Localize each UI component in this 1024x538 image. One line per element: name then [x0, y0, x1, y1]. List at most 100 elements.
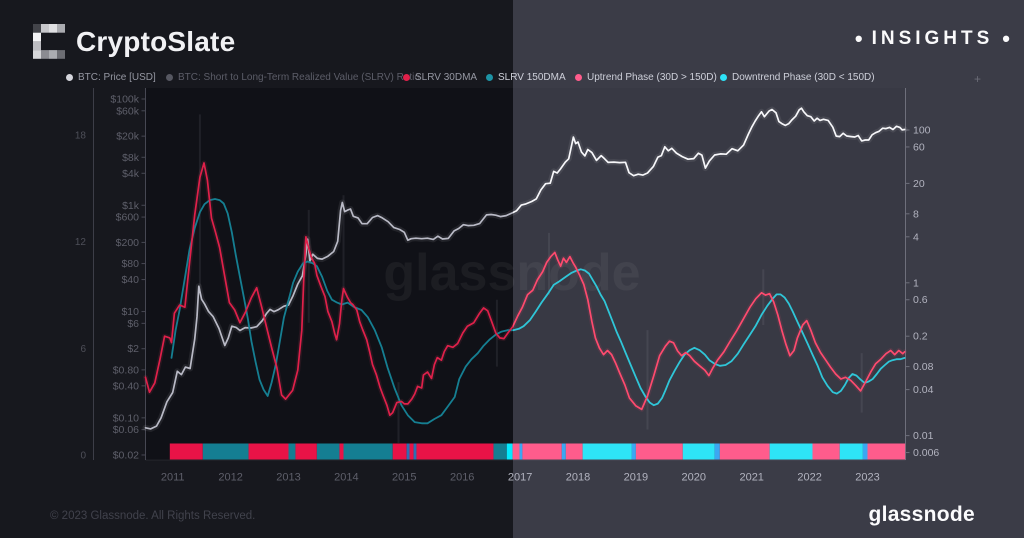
year-tick-label: 2021: [739, 472, 763, 484]
price-axis-tick-label: $80: [121, 258, 139, 270]
price-axis-tick-label: $8k: [122, 152, 140, 164]
phase-band-segment-pink: [565, 443, 583, 460]
price-axis-tick-label: $0.80: [113, 364, 139, 376]
ratio-axis-tick-label: 0.006: [913, 447, 939, 459]
outer-axis-tick-label: 18: [75, 130, 87, 141]
legend-item-btc-short-to-long-term-realized-value-slrv-ratio[interactable]: BTC: Short to Long-Term Realized Value (…: [166, 72, 420, 83]
legend-item-btc-price-usd[interactable]: BTC: Price [USD]: [66, 72, 156, 83]
price-axis-tick-label: $0.06: [113, 424, 139, 436]
phase-band-segment-red: [416, 443, 494, 460]
phase-band-segment-red: [169, 443, 203, 460]
price-axis-tick-label: $1k: [122, 200, 140, 212]
ratio-axis-tick-label: 1: [913, 277, 919, 289]
plot-area-left: [145, 88, 513, 460]
legend-dot: [575, 74, 582, 81]
price-axis-tick-label: $20k: [116, 131, 140, 143]
price-axis-tick-label: $6: [127, 318, 139, 330]
phase-band-segment-red: [392, 443, 407, 460]
legend-item-more[interactable]: +: [974, 72, 981, 86]
legend-item-slrv-30dma[interactable]: SLRV 30DMA: [403, 72, 477, 83]
phase-band-segment-cyan: [582, 443, 632, 460]
slrv-150dma-line: [170, 198, 906, 425]
ratio-axis-tick-label: 0.01: [913, 430, 934, 442]
ratio-axis-tick-label: 8: [913, 208, 919, 220]
year-tick-label: 2017: [508, 472, 532, 484]
legend-item-slrv-150dma[interactable]: SLRV 150DMA: [486, 72, 566, 83]
legend-item-label: Downtrend Phase (30D < 150D): [732, 72, 875, 83]
phase-band-segment-cyan_bright: [506, 443, 513, 460]
year-tick-label: 2014: [334, 472, 358, 484]
year-tick-label: 2020: [682, 472, 706, 484]
legend-item-label: BTC: Price [USD]: [78, 72, 156, 83]
legend-item-label: SLRV 150DMA: [498, 72, 566, 83]
ratio-axis-tick-label: 0.2: [913, 331, 928, 343]
legend-dot: [66, 74, 73, 81]
outer-axis-tick-label: 12: [75, 237, 87, 248]
price-axis-tick-label: $0.40: [113, 380, 139, 392]
price-axis-tick-label: $4k: [122, 168, 140, 180]
outer-axis-tick-label: 6: [80, 344, 86, 355]
price-axis-tick-label: $60k: [116, 105, 140, 117]
phase-band-segment-pink: [512, 443, 520, 460]
ratio-axis-tick-label: 0.04: [913, 384, 934, 396]
legend-item-label: SLRV 30DMA: [415, 72, 478, 83]
outer-axis-tick-label: 0: [80, 451, 86, 462]
phase-band-segment-blue: [519, 443, 523, 460]
phase-band-segment-cyan: [839, 443, 863, 460]
insights-bullet-left: •: [854, 26, 863, 51]
ratio-axis-tick-label: 100: [913, 125, 931, 137]
phase-band-segment-blue: [631, 443, 636, 460]
phase-band-segment-blue_dim: [413, 443, 417, 460]
legend-dot: [166, 74, 173, 81]
legend-item-label: BTC: Short to Long-Term Realized Value (…: [178, 72, 420, 83]
phase-band-segment-pink: [522, 443, 562, 460]
ratio-axis-tick-label: 20: [913, 178, 925, 190]
ratio-axis-tick-label: 0.6: [913, 294, 928, 306]
price-axis-tick-label: $40: [121, 274, 139, 286]
phase-band-segment-teal: [343, 443, 393, 460]
phase-band-segment-teal: [288, 443, 296, 460]
insights-bullet-right: •: [1002, 26, 1010, 51]
legend-dot: [486, 74, 493, 81]
legend-dot: [403, 74, 410, 81]
legend-item-downtrend-phase-30d-150d[interactable]: Downtrend Phase (30D < 150D): [720, 72, 875, 83]
phase-band-segment-blue: [561, 443, 566, 460]
btc-price-line: [144, 107, 906, 430]
price-axis-tick-label: $2: [127, 343, 139, 355]
insights-text: INSIGHTS: [871, 28, 994, 49]
phase-band-segment-cyan: [769, 443, 813, 460]
year-tick-label: 2018: [566, 472, 590, 484]
copyright-text: © 2023 Glassnode. All Rights Reserved.: [50, 510, 256, 522]
price-axis-tick-label: $10: [121, 306, 139, 318]
brand-title: CryptoSlate: [76, 25, 236, 57]
legend-item-uptrend-phase-30d-150d[interactable]: Uptrend Phase (30D > 150D): [575, 72, 717, 83]
phase-band-segment-teal: [202, 443, 249, 460]
price-axis-tick-label: $0.02: [113, 449, 139, 461]
year-tick-label: 2019: [624, 472, 648, 484]
price-axis-tick-label: $600: [116, 212, 140, 224]
phase-band-segment-pink: [812, 443, 840, 460]
legend-item-label: +: [974, 72, 982, 86]
insights-label: • INSIGHTS •: [855, 26, 1010, 52]
slrv-30dma-line: [144, 162, 906, 417]
phase-band-segment-cyan: [682, 443, 715, 460]
year-tick-label: 2022: [797, 472, 821, 484]
price-axis-tick-label: $0.10: [113, 412, 139, 424]
brand-header: CryptoSlate: [33, 24, 235, 59]
phase-band-segment-red: [409, 443, 414, 460]
year-tick-label: 2012: [218, 472, 242, 484]
legend-dot: [720, 74, 727, 81]
year-tick-label: 2023: [855, 472, 879, 484]
ratio-axis-tick-label: 60: [913, 141, 925, 153]
year-tick-label: 2013: [276, 472, 300, 484]
ratio-axis-tick-label: 4: [913, 231, 919, 243]
phase-band-segment-blue: [862, 443, 868, 460]
year-tick-label: 2015: [392, 472, 416, 484]
price-axis-tick-label: $200: [116, 237, 140, 249]
phase-band-segment-red: [295, 443, 317, 460]
phase-band-segment-pink: [719, 443, 770, 460]
phase-band-segment-blue_dim: [406, 443, 410, 460]
legend-item-label: Uptrend Phase (30D > 150D): [587, 72, 717, 83]
